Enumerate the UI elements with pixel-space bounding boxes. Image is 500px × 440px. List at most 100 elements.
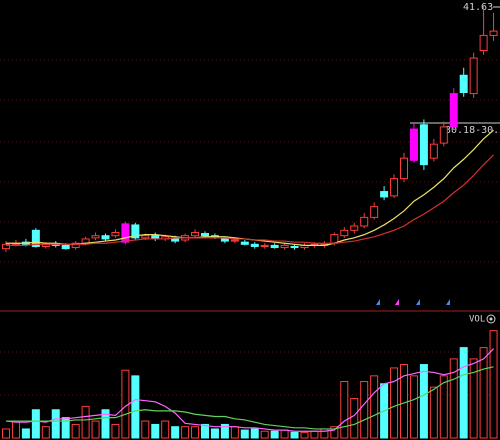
candle-body <box>439 126 448 144</box>
marker <box>416 299 420 305</box>
gear[interactable] <box>486 314 496 324</box>
candle-body <box>31 229 40 247</box>
candle-body <box>390 178 399 197</box>
volume-bar <box>240 429 249 439</box>
moving-average <box>6 154 494 246</box>
candle-body <box>479 34 488 52</box>
marker <box>395 299 399 305</box>
volume-label: VOL <box>469 315 485 325</box>
volume-bar <box>11 420 20 439</box>
marker <box>376 299 380 305</box>
volume-bar <box>201 423 209 439</box>
volume-bar <box>151 423 160 439</box>
candle-body <box>350 225 359 231</box>
volume-bar <box>71 423 80 439</box>
candle-body <box>360 216 369 227</box>
volume-bar <box>449 358 458 439</box>
volume-bar <box>131 375 140 439</box>
candle-body <box>280 244 289 249</box>
candle-body <box>290 245 299 249</box>
candle-body <box>2 243 10 250</box>
volume-bar <box>41 426 50 439</box>
candle-body <box>121 223 130 243</box>
candle-body <box>370 206 379 218</box>
volume-bar <box>300 431 309 439</box>
volume-bar <box>370 375 379 439</box>
volume-bar <box>161 420 170 439</box>
candle-body <box>71 242 80 249</box>
volume-bar <box>21 428 30 439</box>
volume-bar <box>181 426 190 439</box>
volume-bar <box>31 409 40 439</box>
price-label: 30.18-30.20 <box>445 125 500 136</box>
volume-bar <box>320 428 329 439</box>
candle-body <box>250 243 259 247</box>
candle-body <box>489 30 498 36</box>
volume-bar <box>489 330 498 439</box>
volume-bar <box>459 347 468 439</box>
volume-bar <box>61 417 70 439</box>
candle-body <box>101 235 110 240</box>
candle-body <box>111 231 120 237</box>
signal-markers <box>376 299 450 305</box>
candle-body <box>400 157 408 180</box>
gear-center[interactable] <box>489 317 493 321</box>
volume-bar <box>330 426 339 439</box>
candle-body <box>340 229 349 237</box>
volume-average <box>5 348 494 432</box>
volume-bar <box>2 428 10 439</box>
volume-bar <box>101 409 110 439</box>
volume-bar <box>210 428 219 439</box>
volume-bar <box>270 430 279 439</box>
candle-body <box>449 93 458 128</box>
volume-bar <box>469 358 478 439</box>
candle-body <box>230 239 239 242</box>
candle-body <box>380 191 389 198</box>
volume-bar <box>360 381 369 439</box>
volume-bar <box>260 430 269 439</box>
volume-bar <box>191 426 200 439</box>
candle-body <box>270 244 279 249</box>
volume-bar <box>429 386 438 439</box>
candle-body <box>459 74 468 93</box>
settings-icon[interactable] <box>486 314 496 324</box>
volume-bar <box>230 426 239 439</box>
candle-body <box>409 128 418 161</box>
volume-bar <box>220 423 229 439</box>
volume-average <box>6 366 494 430</box>
volume-bar <box>51 409 60 439</box>
candle-body <box>91 235 100 239</box>
volume-bar <box>280 429 289 439</box>
candle-body <box>469 57 478 95</box>
marker <box>446 299 450 305</box>
candle-body <box>419 124 428 166</box>
volume-bar <box>111 423 120 439</box>
volume-bar <box>290 431 299 439</box>
high-label: 41.63 <box>463 2 493 13</box>
volume-bar <box>390 367 399 439</box>
candle-body <box>429 143 438 159</box>
candle-body <box>240 241 249 245</box>
volume-bar <box>250 428 259 439</box>
volume-bar <box>350 397 359 439</box>
volume-bar <box>171 426 180 439</box>
candle-body <box>131 224 140 239</box>
volume-bar <box>81 405 90 439</box>
volume-bar <box>409 375 418 439</box>
volume-bar <box>479 347 488 439</box>
candle-body <box>201 233 209 237</box>
candle-body <box>191 231 200 237</box>
candle-body <box>61 244 70 250</box>
candle-body <box>141 235 150 239</box>
volume-bar <box>419 364 428 439</box>
volume-bar <box>439 375 448 439</box>
volume-bar <box>340 381 349 439</box>
candle-body <box>220 238 229 242</box>
volume-bar <box>91 420 100 439</box>
volume-bar <box>310 430 319 439</box>
candle-body <box>260 244 269 247</box>
volume-bar <box>141 420 150 439</box>
